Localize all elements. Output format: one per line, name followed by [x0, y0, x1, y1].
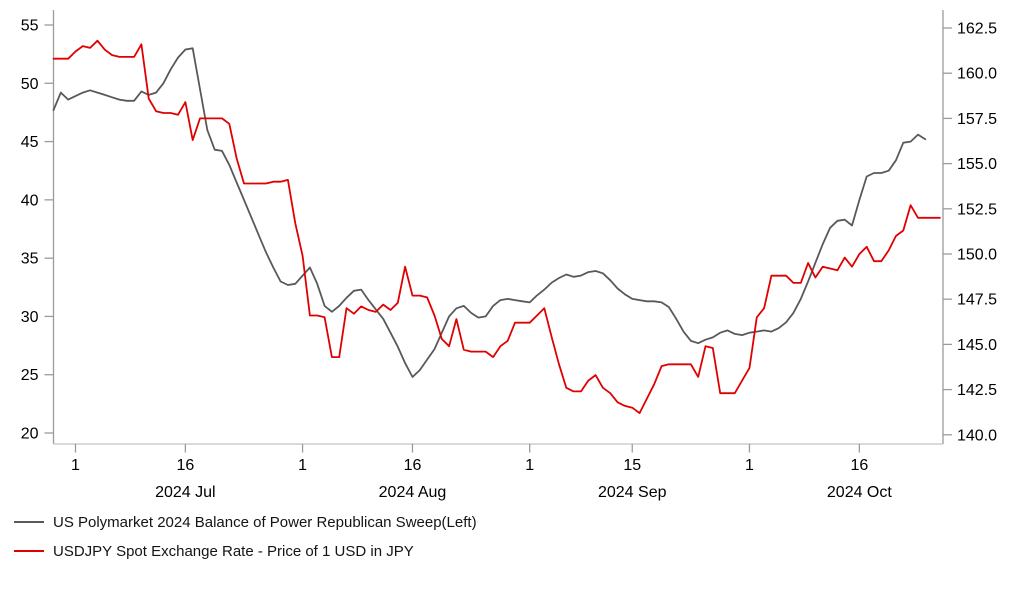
chart-area: 55 50 45 40 35 30 25 20 162.5 160.0 157.5 155.0 152.…	[21, 10, 997, 501]
x-tick-label: 15	[623, 457, 641, 474]
x-month-label: 2024 Jul	[155, 484, 216, 501]
series-line-usdjpy	[52, 39, 941, 415]
x-tick-label: 16	[176, 457, 194, 474]
dual-axis-line-chart: 55 50 45 40 35 30 25 20 162.5 160.0 157.5 155.0 152.…	[21, 10, 997, 501]
left-tick-label: 45	[21, 134, 39, 151]
right-tick-label: 162.5	[957, 21, 997, 38]
x-month-label: 2024 Sep	[598, 484, 667, 501]
right-tick-label: 147.5	[957, 292, 997, 309]
x-month-label: 2024 Oct	[827, 484, 892, 501]
legend-item-polymarket: US Polymarket 2024 Balance of Power Repu…	[14, 511, 477, 533]
x-month-label: 2024 Aug	[379, 484, 447, 501]
right-tick-label: 155.0	[957, 156, 997, 173]
right-axis-ticks: 162.5 160.0 157.5 155.0 152.5 150.0 147.5 145.0…	[943, 21, 997, 444]
right-tick-label: 145.0	[957, 337, 997, 354]
series-line-polymarket	[52, 47, 927, 378]
right-tick-label: 150.0	[957, 247, 997, 264]
left-tick-label: 25	[21, 367, 39, 384]
legend-item-usdjpy: USDJPY Spot Exchange Rate - Price of 1 U…	[14, 540, 477, 562]
x-tick-label: 16	[850, 457, 868, 474]
x-tick-label: 1	[298, 457, 307, 474]
left-tick-label: 35	[21, 251, 39, 268]
polymarket-line-swatch-icon	[14, 521, 44, 523]
left-tick-label: 55	[21, 18, 39, 35]
x-tick-label: 1	[71, 457, 80, 474]
left-tick-label: 40	[21, 192, 39, 209]
legend-label-usdjpy: USDJPY Spot Exchange Rate - Price of 1 U…	[53, 542, 414, 560]
right-tick-label: 142.5	[957, 382, 997, 399]
axes	[52, 10, 944, 445]
x-tick-label: 1	[745, 457, 754, 474]
usdjpy-line-swatch-icon	[14, 550, 44, 552]
legend: US Polymarket 2024 Balance of Power Repu…	[14, 511, 477, 562]
right-tick-label: 152.5	[957, 201, 997, 218]
right-tick-label: 157.5	[957, 111, 997, 128]
left-tick-label: 30	[21, 309, 39, 326]
right-tick-label: 140.0	[957, 427, 997, 444]
right-tick-label: 160.0	[957, 66, 997, 83]
legend-label-polymarket: US Polymarket 2024 Balance of Power Repu…	[53, 513, 477, 531]
left-tick-label: 50	[21, 76, 39, 93]
x-tick-label: 1	[525, 457, 534, 474]
x-axis-ticks: 1 16 2024 Jul 1 16 2024 Aug 1 15 2024 Sep 1 16 2024…	[71, 444, 892, 501]
left-tick-label: 20	[21, 426, 39, 443]
left-axis-ticks: 55 50 45 40 35 30 25 20	[21, 18, 54, 443]
x-tick-label: 16	[404, 457, 422, 474]
